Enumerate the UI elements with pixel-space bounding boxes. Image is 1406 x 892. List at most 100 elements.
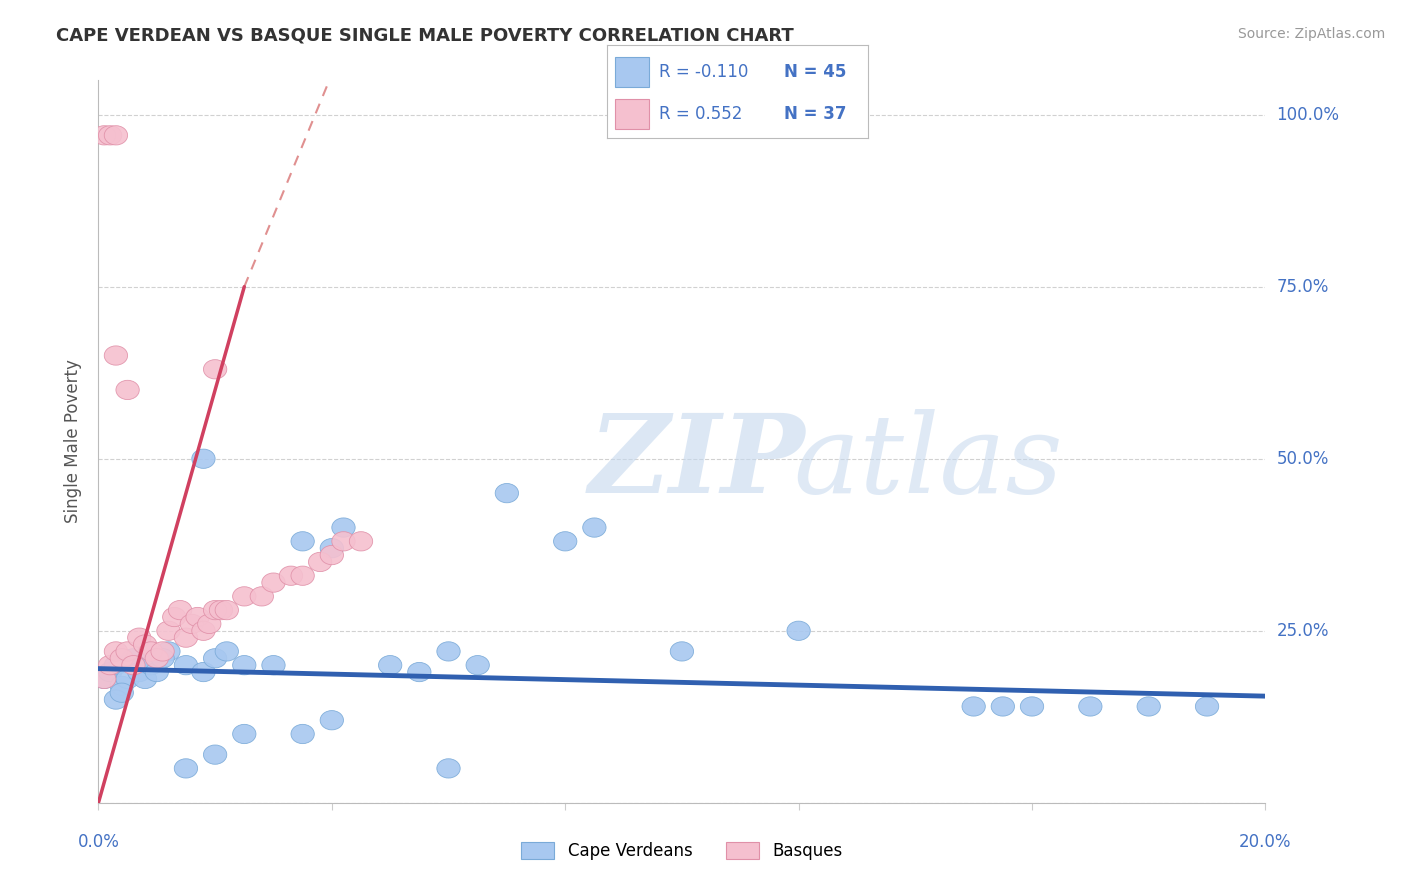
Ellipse shape [321,711,343,730]
Ellipse shape [128,628,150,648]
Ellipse shape [787,621,810,640]
Ellipse shape [174,656,198,675]
Ellipse shape [378,656,402,675]
Ellipse shape [191,449,215,468]
Text: 100.0%: 100.0% [1277,105,1340,124]
Ellipse shape [110,648,134,668]
Ellipse shape [232,587,256,606]
Ellipse shape [204,600,226,620]
Ellipse shape [232,656,256,675]
Ellipse shape [291,724,315,744]
Ellipse shape [139,656,163,675]
Text: Source: ZipAtlas.com: Source: ZipAtlas.com [1237,27,1385,41]
Ellipse shape [174,628,198,648]
Ellipse shape [554,532,576,551]
Ellipse shape [465,656,489,675]
Ellipse shape [110,676,134,696]
Text: 0.0%: 0.0% [77,833,120,851]
Ellipse shape [128,663,150,681]
Ellipse shape [104,126,128,145]
Ellipse shape [437,641,460,661]
Ellipse shape [332,532,356,551]
Ellipse shape [115,380,139,400]
Ellipse shape [139,641,163,661]
Ellipse shape [93,669,115,689]
Ellipse shape [150,641,174,661]
FancyBboxPatch shape [616,99,650,129]
Ellipse shape [198,615,221,633]
Ellipse shape [93,669,115,689]
Ellipse shape [215,600,239,620]
Ellipse shape [145,663,169,681]
Ellipse shape [1021,697,1043,716]
Ellipse shape [204,359,226,379]
Ellipse shape [163,607,186,627]
Ellipse shape [308,552,332,572]
Ellipse shape [1078,697,1102,716]
Ellipse shape [115,641,139,661]
Ellipse shape [1195,697,1219,716]
Ellipse shape [122,656,145,675]
Ellipse shape [332,518,356,537]
Text: R = -0.110: R = -0.110 [659,62,749,81]
Ellipse shape [157,641,180,661]
Ellipse shape [408,663,432,681]
Ellipse shape [321,539,343,558]
Ellipse shape [495,483,519,503]
Ellipse shape [98,126,122,145]
FancyBboxPatch shape [616,57,650,87]
Ellipse shape [1137,697,1160,716]
Ellipse shape [157,621,180,640]
Text: atlas: atlas [793,409,1063,517]
Ellipse shape [291,566,315,585]
Ellipse shape [291,532,315,551]
Ellipse shape [191,663,215,681]
Ellipse shape [671,641,693,661]
Ellipse shape [250,587,273,606]
Ellipse shape [104,690,128,709]
Ellipse shape [349,532,373,551]
Ellipse shape [232,724,256,744]
Ellipse shape [174,759,198,778]
Text: CAPE VERDEAN VS BASQUE SINGLE MALE POVERTY CORRELATION CHART: CAPE VERDEAN VS BASQUE SINGLE MALE POVER… [56,27,794,45]
Text: 75.0%: 75.0% [1277,277,1329,296]
Text: 20.0%: 20.0% [1239,833,1292,851]
Ellipse shape [186,607,209,627]
Ellipse shape [150,648,174,668]
Y-axis label: Single Male Poverty: Single Male Poverty [65,359,83,524]
Ellipse shape [962,697,986,716]
Ellipse shape [215,641,239,661]
Ellipse shape [115,669,139,689]
Ellipse shape [991,697,1015,716]
Ellipse shape [93,126,115,145]
Ellipse shape [110,683,134,702]
Ellipse shape [134,635,157,654]
Ellipse shape [145,648,169,668]
Ellipse shape [204,745,226,764]
Ellipse shape [104,656,128,675]
Ellipse shape [582,518,606,537]
Text: 50.0%: 50.0% [1277,450,1329,467]
Ellipse shape [204,648,226,668]
Legend: Cape Verdeans, Basques: Cape Verdeans, Basques [515,835,849,867]
Text: ZIP: ZIP [589,409,806,517]
Ellipse shape [169,600,191,620]
Ellipse shape [104,641,128,661]
Ellipse shape [321,545,343,565]
Text: N = 45: N = 45 [785,62,846,81]
Ellipse shape [104,346,128,365]
Text: N = 37: N = 37 [785,105,846,123]
Ellipse shape [98,656,122,675]
Text: R = 0.552: R = 0.552 [659,105,742,123]
Ellipse shape [280,566,302,585]
Ellipse shape [98,663,122,681]
Ellipse shape [122,648,145,668]
Ellipse shape [134,669,157,689]
Text: 25.0%: 25.0% [1277,622,1329,640]
Ellipse shape [262,573,285,592]
Ellipse shape [191,621,215,640]
Ellipse shape [262,656,285,675]
Ellipse shape [437,759,460,778]
Ellipse shape [209,600,232,620]
Ellipse shape [180,615,204,633]
